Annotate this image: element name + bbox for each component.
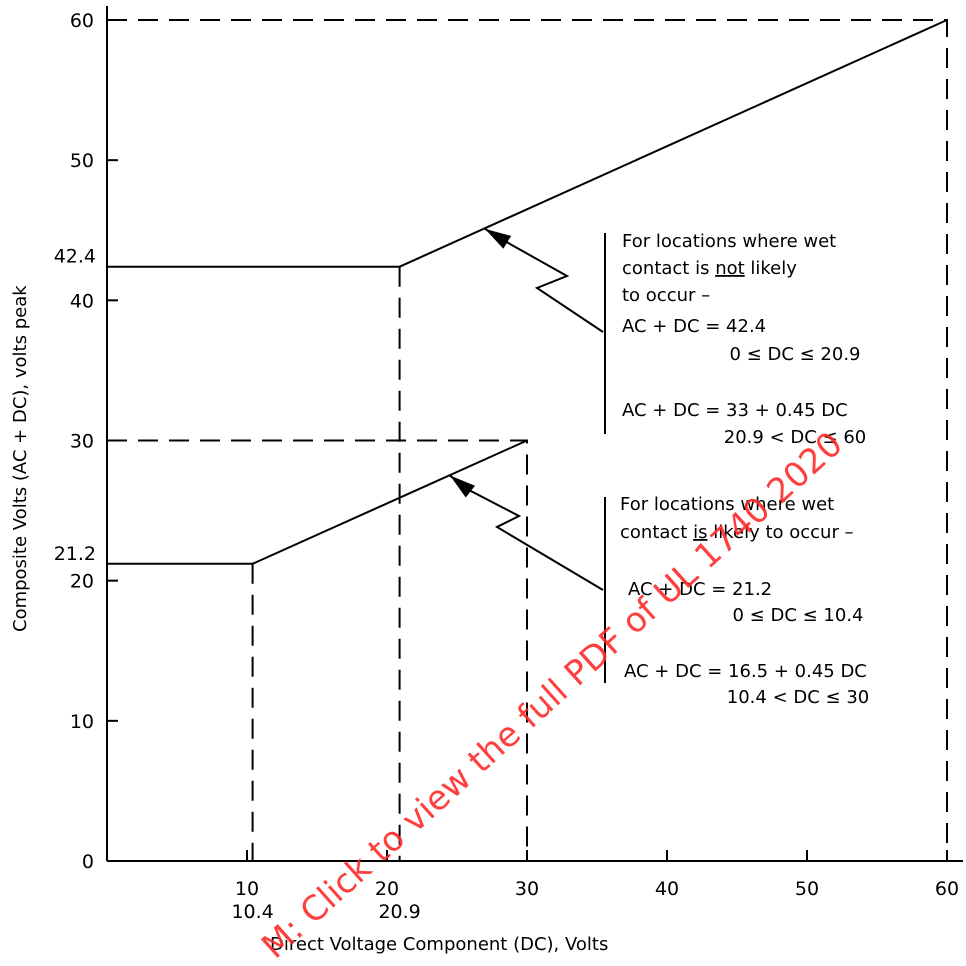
- annotation-line: For locations where wet: [620, 494, 834, 515]
- series-line-1: [107, 439, 528, 565]
- annotation-line: 20.9 < DC ≤ 60: [724, 427, 866, 448]
- x-axis-label: Direct Voltage Component (DC), Volts: [270, 934, 608, 955]
- annotation-line: to occur –: [622, 285, 710, 306]
- annotations: For locations where wet contact is not li…: [449, 227, 869, 708]
- x-extra-tick-label: 20.9: [378, 901, 420, 923]
- arrowhead: [485, 228, 512, 249]
- x-tick-label: 30: [515, 878, 539, 900]
- annotation-line: For locations where wet: [622, 231, 836, 252]
- arrowhead: [450, 475, 476, 498]
- y-tick-label: 30: [70, 431, 94, 453]
- annotation-line: AC + DC = 16.5 + 0.45 DC: [624, 661, 867, 682]
- y-tick-label: 10: [70, 711, 94, 733]
- x-extra-tick-label: 10.4: [231, 901, 273, 923]
- annotation-line: contact is not likely: [622, 258, 797, 279]
- x-tick-label: 60: [935, 878, 959, 900]
- y-extra-tick-label: 21.2: [54, 543, 96, 565]
- y-extra-tick-label: 42.4: [54, 246, 96, 268]
- annotation-line: contact is likely to occur –: [620, 522, 854, 543]
- annotation-line: 0 ≤ DC ≤ 10.4: [732, 605, 863, 626]
- y-tick-label: 60: [70, 10, 94, 32]
- series-lines: [107, 19, 948, 565]
- axes: [106, 6, 963, 862]
- y-tick-label: 0: [82, 851, 94, 873]
- y-tick-label: 50: [70, 150, 94, 172]
- y-tick-label: 20: [70, 571, 94, 593]
- annotation-line: AC + DC = 42.4: [622, 316, 766, 337]
- x-tick-label: 40: [655, 878, 679, 900]
- x-tick-label: 20: [375, 878, 399, 900]
- annotation-line: AC + DC = 21.2: [628, 579, 772, 600]
- annotation-line: 0 ≤ DC ≤ 20.9: [729, 344, 860, 365]
- tick-labels: 10 20 30 40 50 60 10.4 20.9 0 10 20 30 40 50 60 21.2 42.…: [54, 10, 959, 923]
- y-tick-label: 40: [70, 290, 94, 312]
- annotation-line: AC + DC = 33 + 0.45 DC: [622, 400, 848, 421]
- series-line-0: [107, 19, 948, 268]
- x-tick-label: 10: [235, 878, 259, 900]
- x-tick-label: 50: [795, 878, 819, 900]
- y-axis-label: Composite Volts (AC + DC), volts peak: [10, 285, 31, 632]
- annotation-line: 10.4 < DC ≤ 30: [727, 687, 869, 708]
